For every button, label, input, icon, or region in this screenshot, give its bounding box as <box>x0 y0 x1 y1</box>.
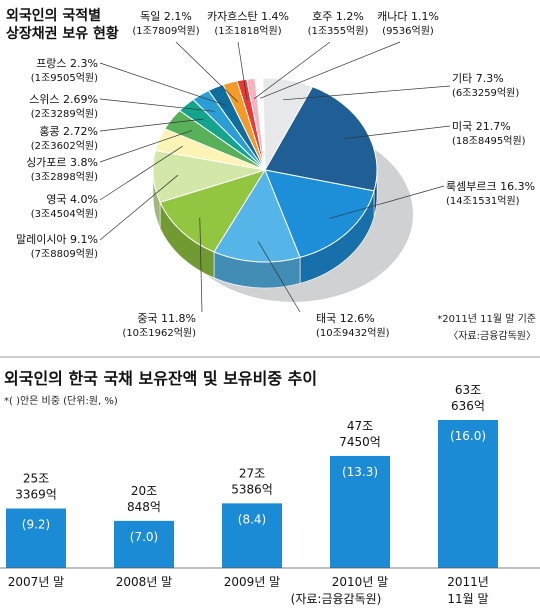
leader-line-14 <box>253 41 331 100</box>
leader-line-13 <box>237 41 248 100</box>
slice-label-15: 캐나다 1.1% <box>377 10 439 23</box>
slice-label-14: 호주 1.2% <box>312 10 364 23</box>
x-tick-4-line-1: 2010년 말 <box>332 575 388 589</box>
slice-amount-2: (18조8495억원) <box>452 135 526 147</box>
pie-slice-4 <box>213 168 301 263</box>
slice-amount-1: (6조3259억원) <box>452 87 519 99</box>
slice-amount-11: (1조9505억원) <box>31 72 98 84</box>
slice-label-9: 홍콩 2.72% <box>39 124 98 138</box>
bar-subtitle: *( )안은 비중 (단위:원, %) <box>4 394 118 407</box>
bar-ratio-5: (16.0) <box>450 429 486 443</box>
slice-amount-10: (2조3289억원) <box>31 108 98 120</box>
leader-line-7 <box>99 145 183 201</box>
pie-source: 〈자료:금융감독원〉 <box>448 330 536 342</box>
slice-amount-13: (1조1818억원) <box>214 25 281 37</box>
slice-amount-9: (2조3602억원) <box>31 140 98 152</box>
slice-label-13: 카자흐스탄 1.4% <box>207 10 289 23</box>
bar-value-2-line-2: 848억 <box>127 500 161 514</box>
x-tick-5-line-2: 11월 말 <box>447 592 488 606</box>
x-tick-1-line-1: 2007년 말 <box>8 575 64 589</box>
slice-amount-3: (14조1531억원) <box>446 195 520 207</box>
leader-line-4 <box>257 241 301 313</box>
bar-chart-panel: 외국인의 한국 국채 보유잔액 및 보유비중 추이 *( )안은 비중 (단위:원… <box>0 362 540 611</box>
slice-label-11: 프랑스 2.3% <box>36 57 98 70</box>
bar-2 <box>114 520 174 568</box>
slice-label-12: 독일 2.1% <box>140 9 192 23</box>
bar-ratio-2: (7.0) <box>130 530 158 544</box>
bar-value-3-line-1: 27조 <box>239 466 265 480</box>
pie-slice-2 <box>264 86 378 192</box>
pie-slice-3 <box>264 169 375 258</box>
pie-note: *2011년 11월 말 기준 <box>437 313 536 325</box>
bar-chart: 외국인의 한국 국채 보유잔액 및 보유비중 추이 *( )안은 비중 (단위:원… <box>0 369 540 606</box>
slice-label-1: 기타 7.3% <box>452 72 504 85</box>
slice-label-6: 말레이시아 9.1% <box>16 233 98 246</box>
leader-line-2 <box>343 125 451 140</box>
bar-value-1-line-1: 25조 <box>23 472 49 486</box>
slice-amount-5: (10조1962억원) <box>122 327 196 339</box>
pie-slice-5 <box>159 169 267 253</box>
leader-line-9 <box>99 118 204 132</box>
leader-line-6 <box>99 174 179 241</box>
slice-label-2: 미국 21.7% <box>452 120 511 133</box>
x-tick-2-line-1: 2008년 말 <box>116 575 172 589</box>
bar-value-2-line-1: 20조 <box>131 484 157 498</box>
slice-label-3: 룩셈부르크 16.3% <box>446 180 535 193</box>
leader-line-15 <box>260 41 401 99</box>
bar-value-1-line-2: 3369억 <box>15 488 57 502</box>
bar-value-5-line-1: 63조 <box>455 383 481 397</box>
leader-line-3 <box>329 185 445 219</box>
slice-label-5: 중국 11.8% <box>137 312 196 325</box>
bar-title: 외국인의 한국 국채 보유잔액 및 보유비중 추이 <box>4 369 317 388</box>
slice-amount-15: (9536억원) <box>382 25 434 37</box>
bar-ratio-4: (13.3) <box>342 465 378 479</box>
slice-amount-6: (7조8809억원) <box>31 248 98 260</box>
bar-ratio-1: (9.2) <box>22 518 50 532</box>
bar-ratio-3: (8.4) <box>238 512 266 526</box>
leader-line-12 <box>175 41 238 103</box>
x-tick-3-line-1: 2009년 말 <box>224 575 280 589</box>
bar-value-4-line-1: 47조 <box>347 419 373 433</box>
bar-source: (자료:금융감독원) <box>291 592 382 606</box>
pie-title-line-2: 상장채권 보유 현황 <box>6 25 119 42</box>
bar-value-3-line-2: 5386억 <box>231 482 273 496</box>
bar-4 <box>330 455 390 568</box>
leader-line-11 <box>99 62 227 106</box>
bar-value-5-line-2: 636억 <box>451 399 485 413</box>
bar-5 <box>438 420 498 568</box>
slice-amount-12: (1조7809억원) <box>132 25 199 37</box>
pie-title-line-1: 외국인의 국적별 <box>6 7 101 24</box>
bar-value-4-line-2: 7450억 <box>339 435 381 449</box>
leader-line-1 <box>283 85 451 101</box>
slice-label-7: 영국 4.0% <box>46 193 98 206</box>
leader-line-10 <box>99 98 215 112</box>
slice-amount-8: (3조2898억원) <box>31 171 98 183</box>
pie-slice-15 <box>254 77 266 171</box>
slice-label-10: 스위스 2.69% <box>29 93 98 106</box>
bar-3 <box>222 503 282 568</box>
slice-amount-4: (10조9432억원) <box>316 327 390 339</box>
slice-amount-14: (1조355억원) <box>308 25 369 37</box>
slice-label-8: 싱가포르 3.8% <box>26 156 98 169</box>
slice-amount-7: (3조4504억원) <box>31 208 98 220</box>
leader-line-8 <box>99 130 193 163</box>
x-tick-5-line-1: 2011년 <box>447 575 489 589</box>
bar-1 <box>6 508 66 568</box>
slice-label-4: 태국 12.6% <box>316 312 375 325</box>
leader-line-5 <box>199 217 203 313</box>
